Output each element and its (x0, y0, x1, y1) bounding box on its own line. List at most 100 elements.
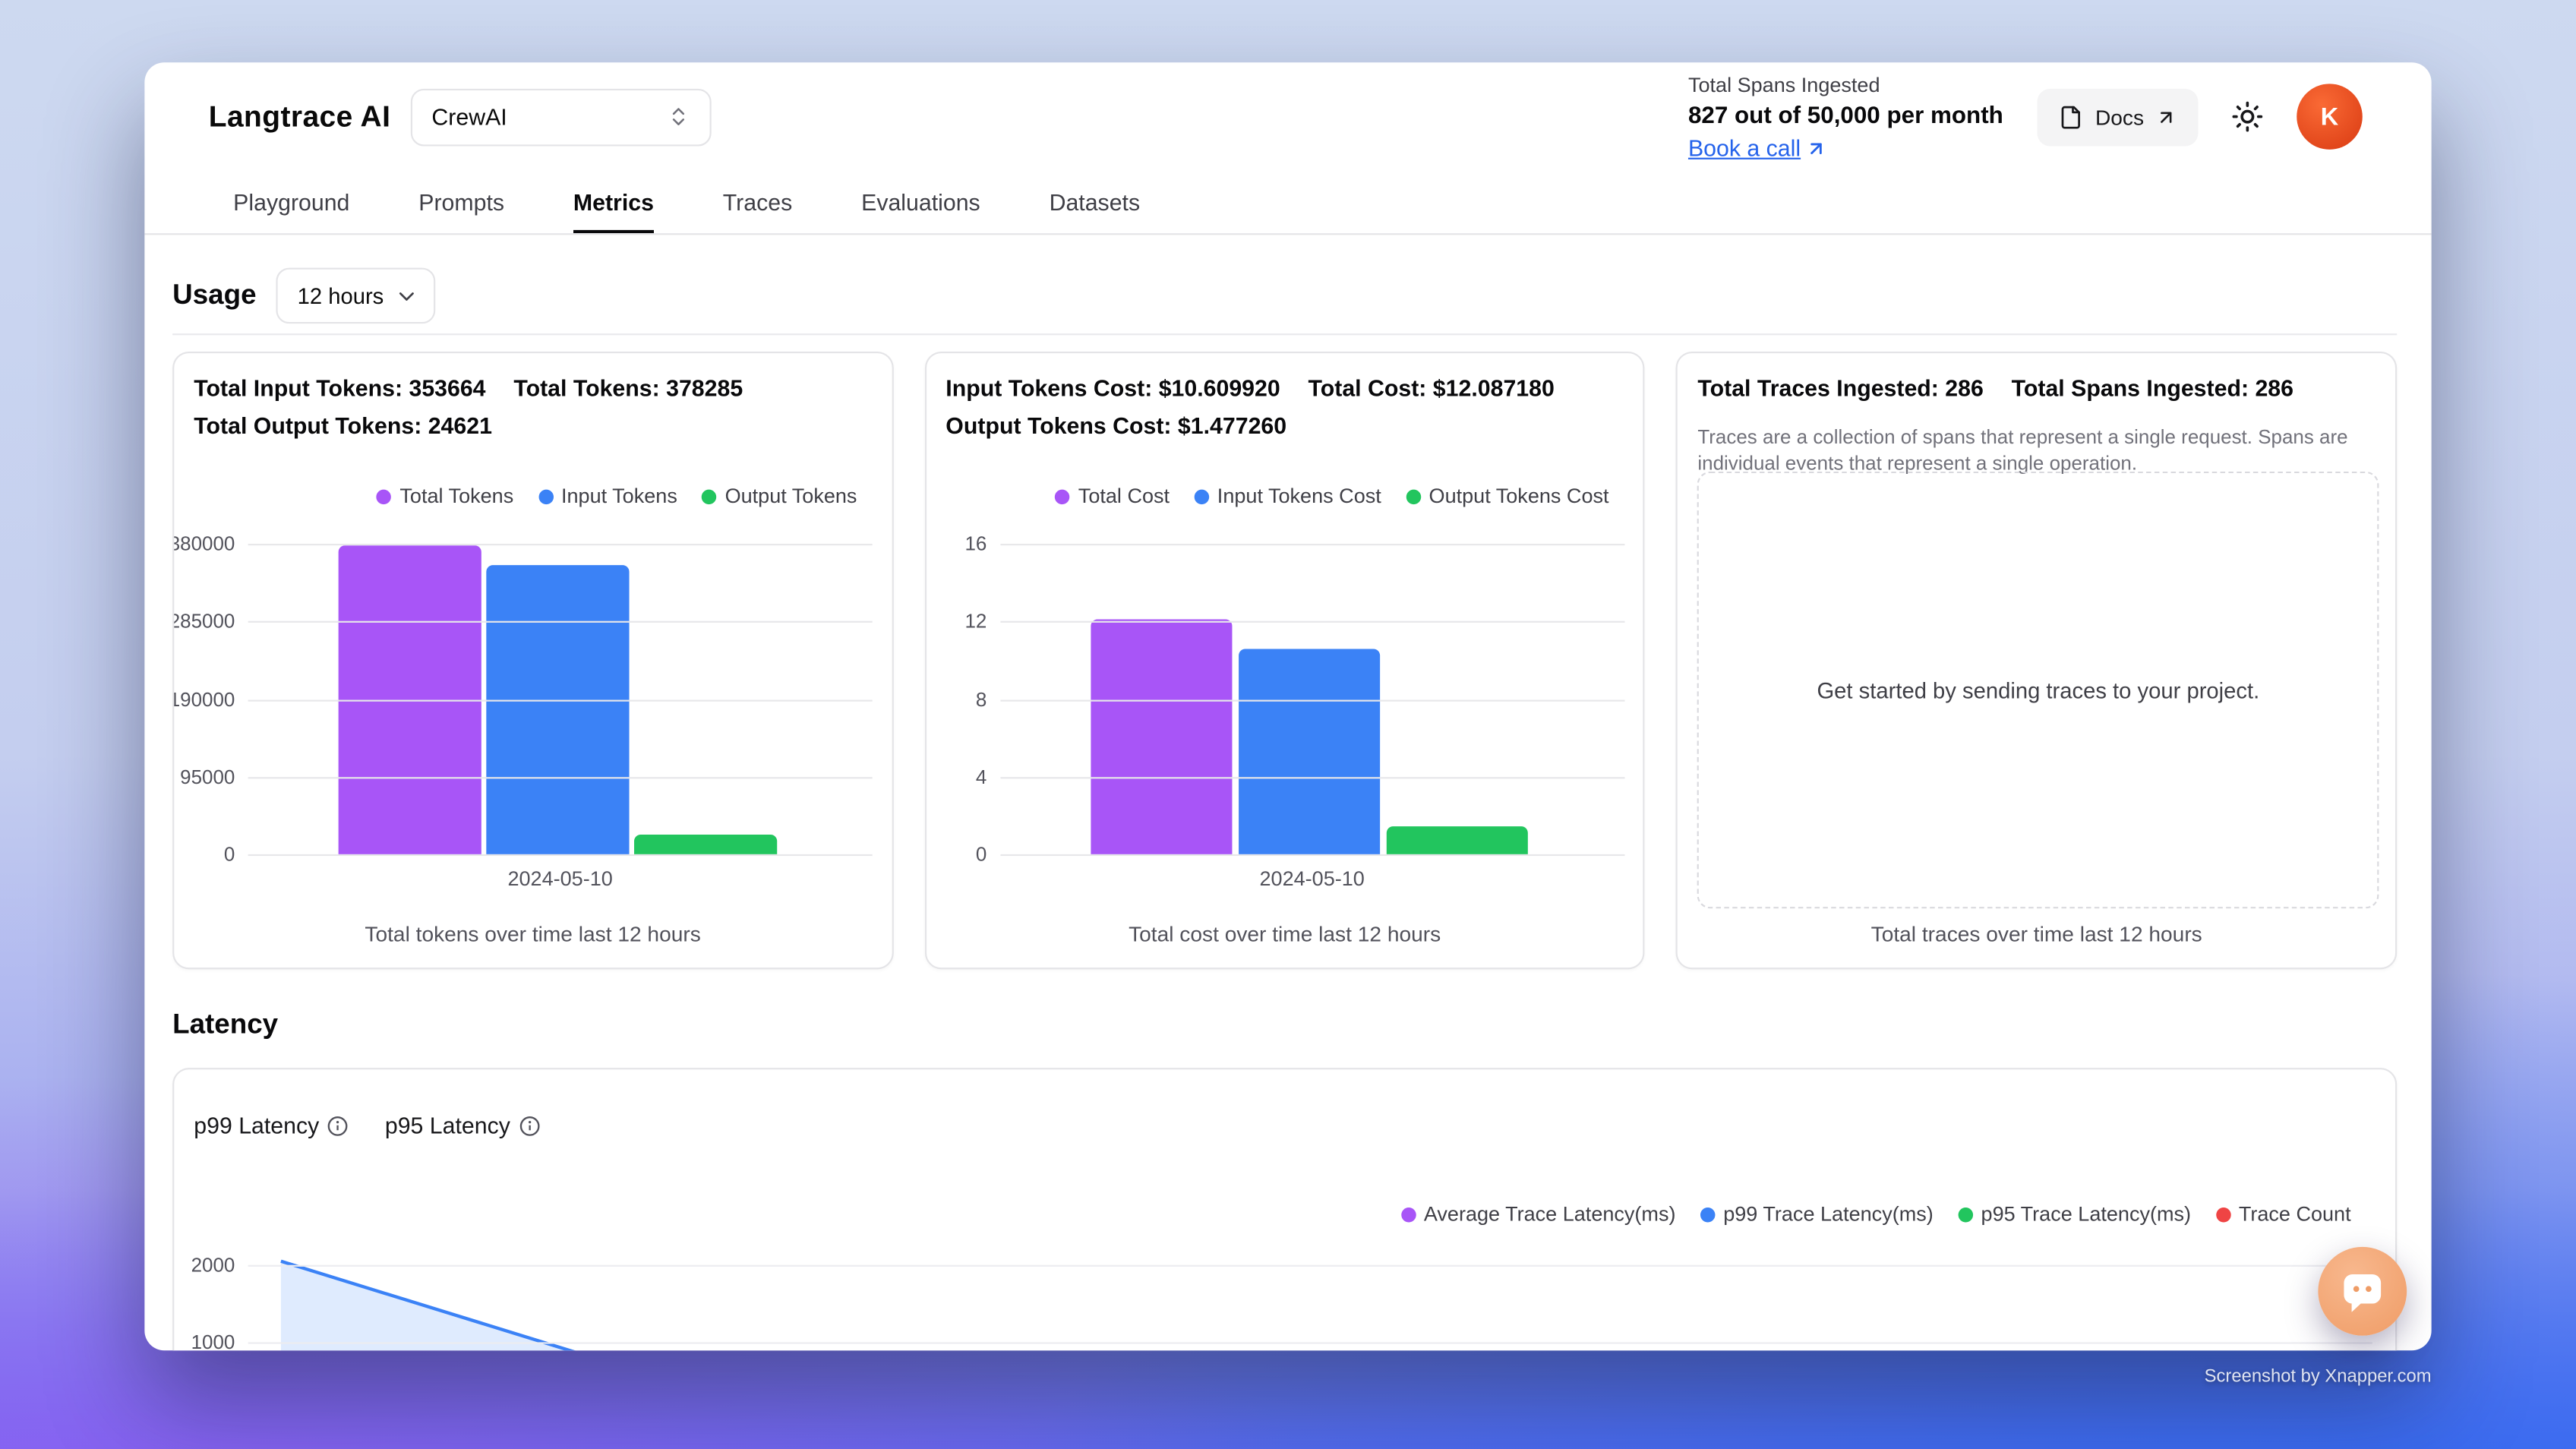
bar-output-tokens-cost (1386, 826, 1529, 854)
legend-item-total-cost: Total Cost (1055, 485, 1170, 507)
stat-total-output-tokens: Total Output Tokens: 24621 (194, 411, 492, 438)
book-a-call-link[interactable]: Book a call (1688, 132, 1827, 163)
tab-playground[interactable]: Playground (233, 188, 350, 216)
gridline (999, 776, 1624, 778)
legend-dot (1700, 1206, 1716, 1222)
cost-chart-bars (1090, 544, 1529, 854)
y-axis-tick: 2000 (191, 1253, 235, 1277)
chat-bubble-icon (2344, 1274, 2382, 1312)
tokens-bar-chart: 2024-05-10 380000 285000 190000 95000 0 (174, 532, 892, 890)
tab-datasets[interactable]: Datasets (1049, 188, 1141, 216)
gridline (999, 699, 1624, 701)
file-icon (2062, 105, 2081, 128)
legend-item-output-tokens-cost: Output Tokens Cost (1406, 485, 1609, 507)
usage-section-title: Usage (172, 279, 257, 311)
stat-total-input-tokens: Total Input Tokens: 353664 (194, 374, 486, 401)
y-axis-tick: 0 (975, 842, 987, 867)
gridline (248, 621, 873, 623)
project-selector-value: CrewAI (431, 103, 507, 130)
tokens-chart-plot (248, 544, 873, 857)
bar-output-tokens (634, 834, 777, 854)
tokens-chart-caption: Total tokens over time last 12 hours (365, 921, 701, 947)
gridline (999, 854, 1624, 857)
spans-ingested-summary: Total Spans Ingested 827 out of 50,000 p… (1688, 70, 2003, 163)
time-range-value: 12 hours (297, 283, 384, 308)
spans-ingested-value: 827 out of 50,000 per month (1687, 103, 2003, 129)
tokens-chart-x-label: 2024-05-10 (507, 867, 613, 891)
traces-empty-state-text: Get started by sending traces to your pr… (1817, 677, 2260, 702)
legend-dot (1958, 1206, 1973, 1222)
legend-item-total-tokens: Total Tokens (377, 485, 513, 507)
tokens-chart-legend: Total Tokens Input Tokens Output Tokens (377, 485, 857, 507)
y-axis-tick: 8 (975, 687, 987, 711)
usage-cards-row: Total Input Tokens: 353664 Total Tokens:… (172, 351, 2398, 970)
y-axis-tick: 4 (975, 765, 987, 788)
chevrons-up-down-icon (672, 108, 684, 125)
chat-widget-button[interactable] (2318, 1246, 2407, 1336)
tokens-card: Total Input Tokens: 353664 Total Tokens:… (172, 351, 894, 970)
legend-dot (702, 488, 717, 504)
latency-tab-label: p99 Latency (194, 1112, 320, 1139)
avatar[interactable]: K (2297, 84, 2363, 150)
y-axis-tick: 380000 (172, 532, 235, 556)
y-axis-tick: 1000 (191, 1331, 235, 1351)
traces-card-description: Traces are a collection of spans that re… (1697, 425, 2348, 475)
bar-input-tokens-cost (1238, 648, 1381, 854)
bar-total-cost (1090, 620, 1233, 854)
latency-tab-p99-latency[interactable]: p99 Latency (194, 1112, 349, 1139)
header-actions: Total Spans Ingested 827 out of 50,000 p… (1688, 70, 2363, 163)
cost-chart-caption: Total cost over time last 12 hours (1129, 921, 1441, 947)
tab-traces[interactable]: Traces (722, 188, 793, 216)
latency-area-chart-svg (280, 1259, 576, 1351)
y-axis-tick: 0 (223, 842, 235, 867)
bar-input-tokens (486, 565, 629, 854)
info-icon (328, 1115, 349, 1135)
latency-section-title: Latency (172, 1009, 279, 1040)
sun-icon (2232, 101, 2263, 132)
cost-card-stats: Input Tokens Cost: $10.609920 Total Cost… (945, 370, 1624, 444)
legend-item-output-tokens: Output Tokens (702, 485, 857, 507)
app-header: Langtrace AI CrewAI Total Spans Ingested… (144, 62, 2432, 235)
usage-section-head: Usage 12 hours (172, 235, 2398, 336)
legend-item-p95-trace-latency-ms: p95 Trace Latency(ms) (1958, 1203, 2191, 1226)
avatar-initial: K (2320, 103, 2339, 131)
book-a-call-label: Book a call (1687, 134, 1801, 160)
legend-item-average-trace-latency-ms: Average Trace Latency(ms) (1400, 1203, 1675, 1226)
main-content: Usage 12 hours Total Input Tokens: 35366… (144, 235, 2431, 1351)
legend-dot (538, 488, 554, 504)
stat-input-tokens-cost: Input Tokens Cost: $10.609920 (945, 374, 1280, 401)
stat-output-tokens-cost: Output Tokens Cost: $1.477260 (945, 411, 1287, 438)
gridline (999, 544, 1624, 546)
app-window: Langtrace AI CrewAI Total Spans Ingested… (144, 62, 2432, 1351)
chevron-down-icon (399, 291, 413, 300)
cost-chart-x-label: 2024-05-10 (1259, 867, 1365, 891)
gridline (248, 544, 873, 546)
tab-metrics[interactable]: Metrics (573, 171, 654, 233)
legend-dot (2215, 1206, 2231, 1222)
cost-chart-plot (999, 544, 1624, 857)
tab-evaluations[interactable]: Evaluations (861, 188, 980, 216)
stat-total-tokens: Total Tokens: 378285 (513, 374, 743, 401)
theme-toggle-button[interactable] (2219, 88, 2276, 145)
legend-dot (1055, 488, 1070, 504)
cost-card: Input Tokens Cost: $10.609920 Total Cost… (924, 351, 1646, 970)
gridline (248, 699, 873, 701)
legend-dot (377, 488, 392, 504)
time-range-selector[interactable]: 12 hours (276, 267, 435, 324)
legend-dot (1194, 488, 1209, 504)
project-selector[interactable]: CrewAI (410, 87, 712, 146)
traces-empty-state: Get started by sending traces to your pr… (1697, 471, 2379, 909)
stat-total-traces-ingested: Total Traces Ingested: 286 (1697, 374, 1984, 401)
traces-card: Total Traces Ingested: 286 Total Spans I… (1676, 351, 2398, 970)
cost-bar-chart: 2024-05-10 16 12 8 4 0 (926, 532, 1643, 890)
latency-tab-p95-latency[interactable]: p95 Latency (385, 1113, 540, 1138)
latency-card: p99 Latency p95 Latency Average Trace Lat… (172, 1068, 2398, 1351)
arrow-up-right-icon (2161, 111, 2172, 122)
gridline (248, 776, 873, 778)
docs-button-label: Docs (2095, 104, 2145, 129)
tab-prompts[interactable]: Prompts (418, 188, 505, 216)
gridline (248, 854, 873, 857)
screenshot-credit: Screenshot by Xnapper.com (2204, 1366, 2432, 1387)
docs-button[interactable]: Docs (2038, 87, 2199, 146)
